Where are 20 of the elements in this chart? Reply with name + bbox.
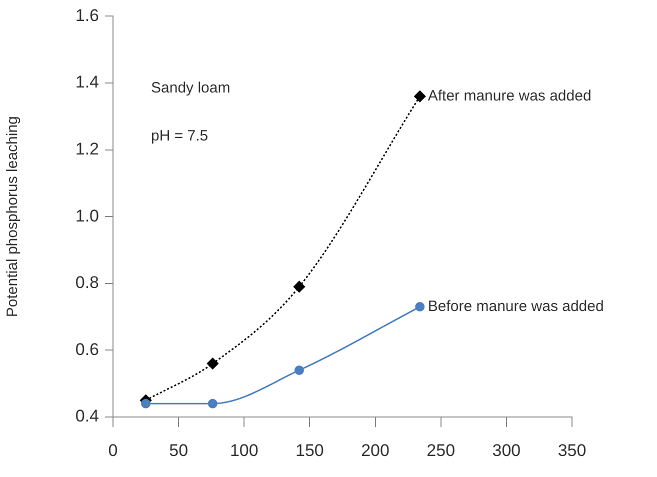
x-tick-label: 50: [169, 440, 188, 460]
y-tick-label: 0.6: [75, 340, 99, 359]
y-axis-title: Potential phosphorus leaching: [4, 116, 22, 318]
y-tick-label: 0.4: [75, 406, 99, 426]
annotation: Sandy loam: [151, 79, 230, 96]
x-tick-label: 300: [492, 440, 521, 460]
series-label: After manure was added: [428, 88, 592, 104]
y-tick-label: 1.2: [75, 139, 99, 158]
x-tick-label: 250: [426, 440, 456, 460]
y-tick-label: 0.8: [75, 273, 99, 292]
y-tick-label: 1.4: [75, 72, 99, 92]
x-tick-label: 100: [230, 440, 258, 460]
x-tick-label: 350: [558, 440, 586, 460]
annotation: pH = 7.5: [151, 127, 208, 144]
y-tick-label: 1.0: [75, 206, 99, 226]
x-tick-label: 150: [296, 440, 324, 460]
x-tick-label: 200: [361, 440, 390, 460]
x-tick-label: 0: [108, 440, 118, 460]
series-label: Before manure was added: [428, 298, 604, 315]
y-tick-label: 1.6: [75, 6, 99, 25]
